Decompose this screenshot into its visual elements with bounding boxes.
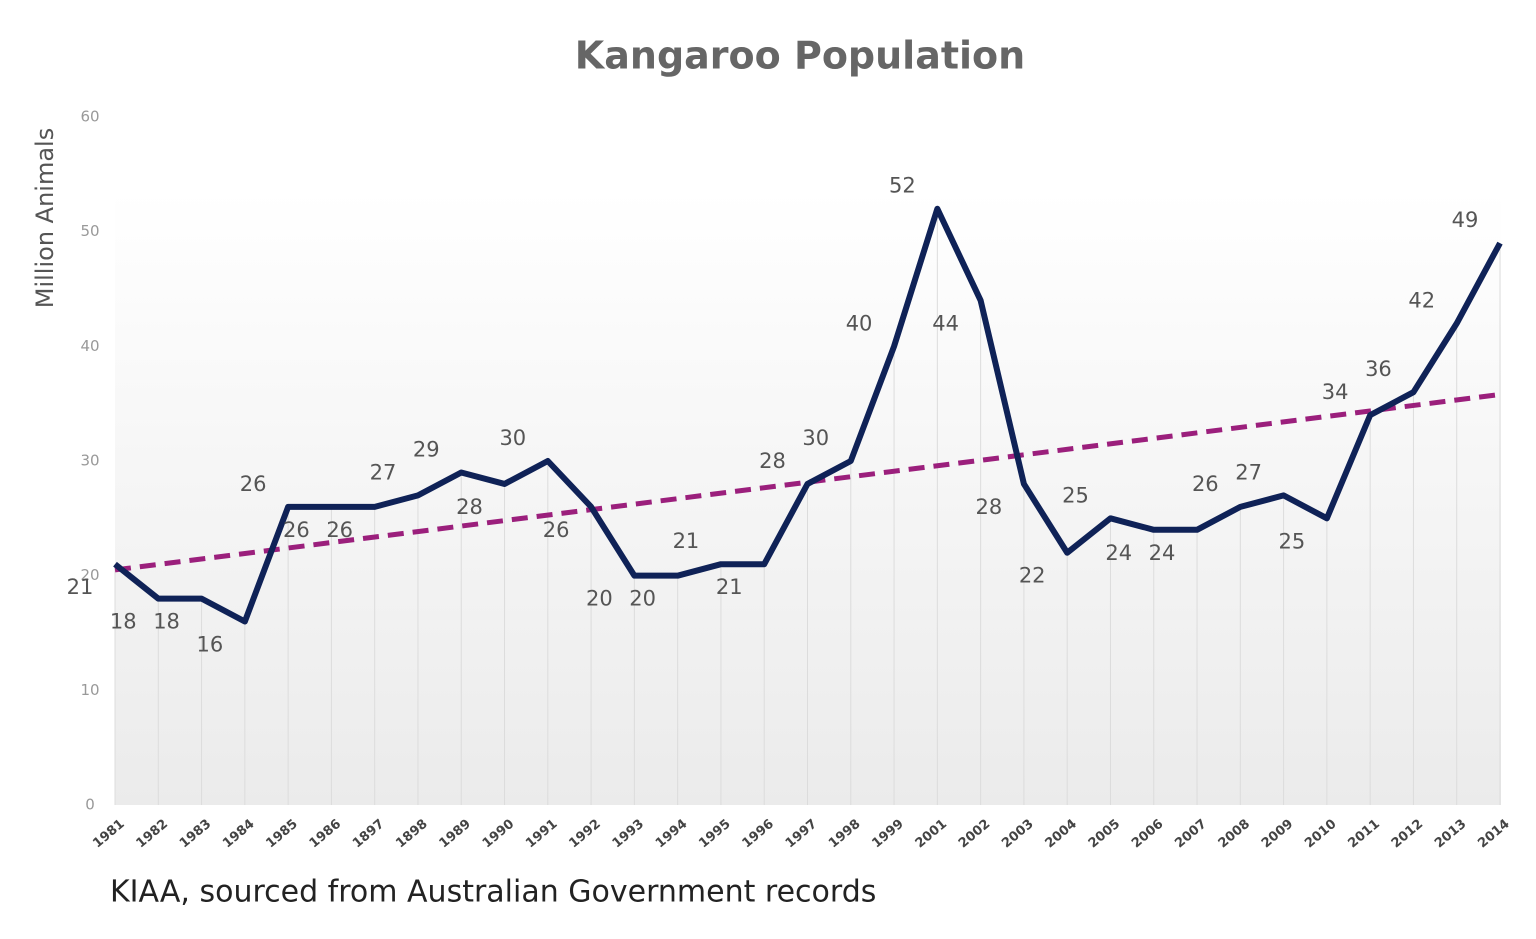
data-label: 25 — [1062, 483, 1089, 507]
y-tick-label: 40 — [80, 337, 99, 355]
source-note: KIAA, sourced from Australian Government… — [110, 875, 876, 910]
x-tick-label: 1995 — [696, 817, 733, 852]
x-tick-label: 2010 — [1302, 817, 1339, 852]
data-label: 16 — [196, 633, 223, 657]
x-tick-label: 1982 — [134, 817, 171, 852]
data-label: 28 — [759, 449, 786, 473]
trendline — [114, 392, 1501, 573]
x-tick-label: 2007 — [1172, 817, 1209, 852]
x-tick-label: 1984 — [220, 817, 257, 852]
data-label: 52 — [889, 174, 916, 198]
x-tick-label: 1993 — [610, 817, 647, 852]
data-label: 20 — [629, 587, 656, 611]
data-label: 30 — [499, 426, 526, 450]
data-label: 18 — [153, 610, 180, 634]
x-tick-label: 2003 — [999, 817, 1036, 852]
data-label: 21 — [716, 575, 743, 599]
data-label: 26 — [543, 518, 570, 542]
data-label: 21 — [67, 575, 94, 599]
y-tick-label: 30 — [80, 452, 99, 470]
x-tick-label: 1997 — [783, 817, 820, 852]
data-label: 26 — [1192, 472, 1219, 496]
x-tick-label: 1986 — [307, 817, 344, 852]
x-tick-label: 1898 — [393, 817, 430, 852]
data-label: 24 — [1149, 541, 1176, 565]
y-tick-label: 60 — [80, 108, 99, 126]
x-tick-label: 2004 — [1043, 817, 1080, 852]
x-tick-label: 1989 — [437, 817, 474, 852]
data-label: 28 — [456, 495, 483, 519]
data-label: 21 — [673, 529, 700, 553]
data-label: 29 — [413, 437, 440, 461]
x-tick-label: 2012 — [1389, 817, 1426, 852]
data-label: 18 — [110, 610, 137, 634]
x-tick-label: 1998 — [826, 817, 863, 852]
x-tick-label: 1996 — [740, 817, 777, 852]
data-label: 22 — [1019, 564, 1046, 588]
x-tick-label: 2014 — [1475, 817, 1512, 852]
y-tick-label: 20 — [80, 566, 99, 584]
data-label: 28 — [976, 495, 1003, 519]
x-tick-label: 2008 — [1216, 817, 1253, 852]
y-tick-label: 0 — [85, 796, 95, 814]
x-tick-label: 2009 — [1259, 817, 1296, 852]
x-tick-label: 1985 — [263, 817, 300, 852]
data-line — [113, 205, 1503, 625]
x-tick-label: 1990 — [480, 817, 517, 852]
x-tick-label: 2013 — [1432, 817, 1469, 852]
x-tick-label: 1992 — [566, 817, 603, 852]
x-tick-label: 1983 — [177, 817, 214, 852]
x-tick-label: 1994 — [653, 817, 690, 852]
data-label: 49 — [1452, 208, 1479, 232]
x-tick-label: 2006 — [1129, 817, 1166, 852]
data-label: 24 — [1105, 541, 1132, 565]
y-tick-label: 10 — [80, 681, 99, 699]
data-label: 27 — [1235, 460, 1262, 484]
x-tick-label: 1897 — [350, 817, 387, 852]
data-label: 40 — [846, 311, 873, 335]
y-tick-label: 50 — [80, 222, 99, 240]
x-tick-label: 2005 — [1086, 817, 1123, 852]
data-label: 44 — [932, 311, 959, 335]
data-label: 26 — [326, 518, 353, 542]
x-tick-label: 1981 — [90, 817, 127, 852]
data-label: 34 — [1322, 380, 1349, 404]
y-axis-label: Million Animals — [31, 128, 59, 308]
data-label: 25 — [1279, 529, 1306, 553]
data-label: 42 — [1408, 288, 1435, 312]
data-label: 26 — [283, 518, 310, 542]
chart-title: Kangaroo Population — [575, 34, 1025, 78]
data-label: 27 — [370, 460, 397, 484]
data-label: 20 — [586, 587, 613, 611]
data-label: 30 — [802, 426, 829, 450]
x-tick-label: 2011 — [1345, 817, 1382, 852]
x-tick-label: 1999 — [869, 817, 906, 852]
x-tick-label: 2002 — [956, 817, 993, 852]
x-tick-label: 1991 — [523, 817, 560, 852]
x-tick-label: 2001 — [913, 817, 950, 852]
data-label: 26 — [240, 472, 267, 496]
data-label: 36 — [1365, 357, 1392, 381]
